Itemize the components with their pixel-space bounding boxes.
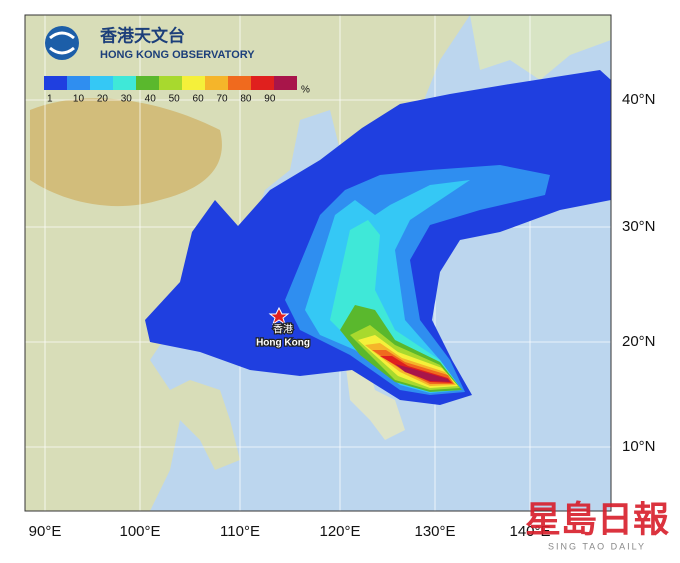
legend-swatch bbox=[251, 76, 274, 90]
logo-title-zh: 香港天文台 bbox=[100, 25, 185, 45]
logo-swirl bbox=[49, 31, 75, 55]
land-plateau bbox=[30, 98, 222, 207]
legend-swatch bbox=[113, 76, 136, 90]
map-frame bbox=[24, 14, 612, 512]
legend-swatch bbox=[228, 76, 251, 90]
legend-swatch bbox=[67, 76, 90, 90]
longitude-label: 140°E bbox=[509, 523, 550, 540]
marker-label-zh: 香港 bbox=[273, 324, 293, 336]
longitude-label: 90°E bbox=[29, 523, 62, 540]
legend-label: 30 bbox=[121, 94, 133, 105]
legend-swatch bbox=[136, 76, 159, 90]
longitude-label: 130°E bbox=[414, 523, 455, 540]
swath-95 bbox=[395, 364, 450, 382]
legend-label: 70 bbox=[216, 94, 228, 105]
map-area: 香港 Hong Kong bbox=[25, 15, 611, 511]
hong-kong-marker bbox=[268, 306, 290, 326]
longitude-label: 110°E bbox=[220, 523, 260, 540]
swath-20 bbox=[305, 180, 470, 393]
watermark: 星島日報 bbox=[525, 499, 669, 540]
legend-label: 50 bbox=[169, 94, 181, 105]
marker-label-en: Hong Kong bbox=[256, 338, 310, 349]
legend-swatch bbox=[182, 76, 205, 90]
legend-label: 1 bbox=[47, 94, 53, 105]
land-philippines bbox=[345, 355, 405, 440]
land-north bbox=[470, 15, 611, 80]
legend-label: 10 bbox=[73, 94, 85, 105]
latitude-label: 30°N bbox=[622, 218, 656, 235]
latitude-label: 40°N bbox=[622, 91, 656, 108]
legend-unit: % bbox=[301, 85, 310, 96]
logo-title-en: HONG KONG OBSERVATORY bbox=[100, 49, 255, 61]
legend-swatch bbox=[205, 76, 228, 90]
legend: 1 10 20 30 40 50 60 70 80 90% bbox=[44, 76, 310, 105]
legend-swatch bbox=[274, 76, 297, 90]
legend-label: 90 bbox=[264, 94, 276, 105]
legend-swatch bbox=[44, 76, 67, 90]
logo-icon bbox=[45, 26, 79, 60]
latitude-label: 10°N bbox=[622, 438, 656, 455]
legend-label: 80 bbox=[240, 94, 252, 105]
longitude-label: 120°E bbox=[319, 523, 360, 540]
latitude-label: 20°N bbox=[622, 333, 656, 350]
axes: 40°N 30°N 20°N 10°N 90°E 100°E 110°E 120°E 130°E… bbox=[29, 91, 656, 540]
legend-label: 40 bbox=[145, 94, 157, 105]
legend-swatch bbox=[90, 76, 113, 90]
legend-label: 20 bbox=[97, 94, 109, 105]
longitude-label: 100°E bbox=[119, 523, 160, 540]
legend-swatch bbox=[159, 76, 182, 90]
legend-label: 60 bbox=[193, 94, 205, 105]
watermark-sub: SING TAO DAILY bbox=[548, 541, 646, 551]
